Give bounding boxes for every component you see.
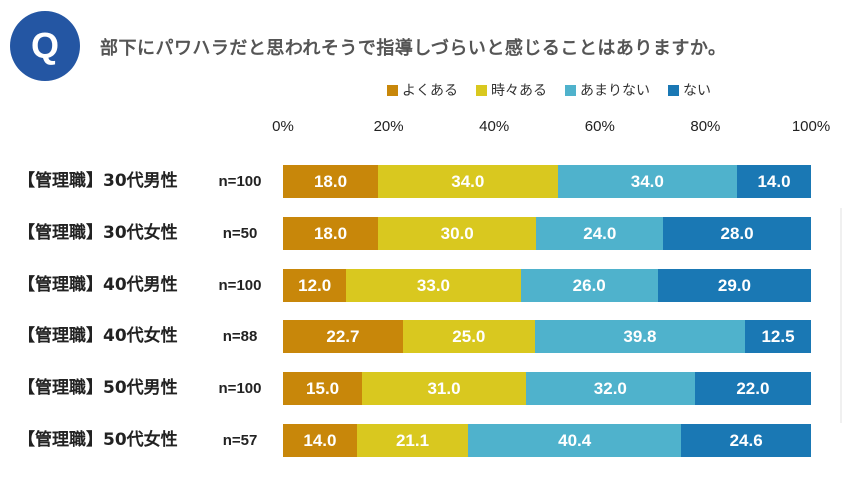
bar-segment: 12.0 (283, 269, 347, 302)
data-label: 34.0 (451, 171, 485, 191)
data-label: 28.0 (720, 223, 754, 243)
data-label: 21.1 (395, 430, 430, 450)
bar-segment: 40.4 (468, 424, 682, 457)
row-sample-size: n=100 (218, 277, 262, 294)
question-title: 部下にパワハラだと思われそうで指導しづらいと感じることはありますか。 (100, 38, 727, 59)
bar-segment: 34.0 (557, 165, 738, 198)
x-tick-label: 100% (791, 118, 831, 135)
x-tick-label: 20% (373, 118, 404, 135)
legend-item: 時々ある (476, 80, 547, 100)
data-label: 40.4 (558, 430, 592, 450)
data-label: 24.0 (583, 223, 617, 243)
stacked-bar: 18.0 30.0 24.0 28.0 (283, 217, 811, 250)
bar-segment: 28.0 (663, 217, 811, 250)
data-label: 39.8 (623, 326, 657, 346)
chart-legend: よくある 時々ある あまりない ない (387, 80, 711, 100)
data-label: 22.0 (736, 378, 770, 398)
legend-label: よくある (402, 83, 458, 99)
data-label: 26.0 (572, 275, 606, 295)
x-tick-label: 80% (690, 118, 721, 135)
bar-segment: 32.0 (525, 372, 695, 405)
legend-swatch (476, 84, 487, 96)
data-label: 12.5 (761, 326, 795, 346)
data-label: 14.0 (757, 171, 791, 191)
legend-item: ない (668, 80, 711, 100)
legend-item: あまりない (565, 80, 650, 100)
row-label: 【管理職】50代男性 (18, 378, 178, 398)
bar-segment: 31.0 (362, 372, 526, 405)
bar-segment: 29.0 (657, 269, 811, 302)
bar-segment: 30.0 (378, 217, 537, 250)
x-tick-label: 40% (479, 118, 510, 135)
stacked-bar: 15.0 31.0 32.0 22.0 (283, 372, 811, 405)
legend-label: ない (683, 83, 711, 99)
legend-swatch (565, 84, 576, 96)
legend-swatch (668, 84, 679, 96)
row-sample-size: n=88 (222, 328, 258, 345)
bar-segment: 24.0 (536, 217, 664, 250)
bar-segment: 15.0 (283, 372, 363, 405)
data-label: 32.0 (593, 378, 627, 398)
data-label: 31.0 (427, 378, 461, 398)
bar-segment: 39.8 (534, 320, 745, 353)
legend-item: よくある (387, 80, 458, 100)
bar-segment: 22.0 (694, 372, 811, 405)
bar-segment: 26.0 (520, 269, 658, 302)
bar-segment: 24.6 (681, 424, 811, 457)
stacked-bar: 22.7 25.0 39.8 12.5 (283, 320, 811, 353)
data-label: 25.0 (452, 326, 486, 346)
question-badge: Q (10, 11, 80, 81)
bar-segment: 34.0 (378, 165, 558, 198)
bar-segment: 18.0 (283, 217, 379, 250)
data-label: 18.0 (313, 223, 348, 243)
row-sample-size: n=100 (218, 173, 262, 190)
bar-segment: 33.0 (346, 269, 521, 302)
side-divider (840, 208, 842, 423)
row-sample-size: n=50 (222, 225, 258, 242)
data-label: 34.0 (630, 171, 664, 191)
bar-segment: 14.0 (737, 165, 811, 198)
row-sample-size: n=57 (222, 432, 258, 449)
data-label: 29.0 (717, 275, 751, 295)
stacked-bar: 14.0 21.1 40.4 24.6 (283, 424, 811, 457)
row-label: 【管理職】50代女性 (18, 430, 178, 450)
row-sample-size: n=100 (218, 380, 262, 397)
bar-segment: 18.0 (283, 165, 379, 198)
row-label: 【管理職】40代男性 (18, 275, 178, 295)
data-label: 15.0 (306, 378, 340, 398)
x-tick-label: 0% (272, 118, 294, 135)
stacked-bar: 18.0 34.0 34.0 14.0 (283, 165, 811, 198)
bar-segment: 12.5 (744, 320, 811, 353)
legend-label: あまりない (580, 83, 650, 99)
bar-segment: 21.1 (356, 424, 469, 457)
data-label: 14.0 (303, 430, 337, 450)
data-label: 30.0 (440, 223, 474, 243)
data-label: 33.0 (416, 275, 451, 295)
row-label: 【管理職】30代男性 (18, 171, 178, 191)
bar-segment: 25.0 (402, 320, 535, 353)
stacked-bar: 12.0 33.0 26.0 29.0 (283, 269, 811, 302)
bar-segment: 22.7 (283, 320, 403, 353)
row-label: 【管理職】30代女性 (18, 223, 178, 243)
x-tick-label: 60% (584, 118, 615, 135)
legend-swatch (387, 84, 398, 96)
row-label: 【管理職】40代女性 (18, 326, 178, 346)
data-label: 12.0 (298, 275, 332, 295)
data-label: 22.7 (326, 326, 360, 346)
data-label: 18.0 (313, 171, 348, 191)
legend-label: 時々ある (491, 83, 547, 99)
bar-segment: 14.0 (283, 424, 357, 457)
data-label: 24.6 (729, 430, 763, 450)
